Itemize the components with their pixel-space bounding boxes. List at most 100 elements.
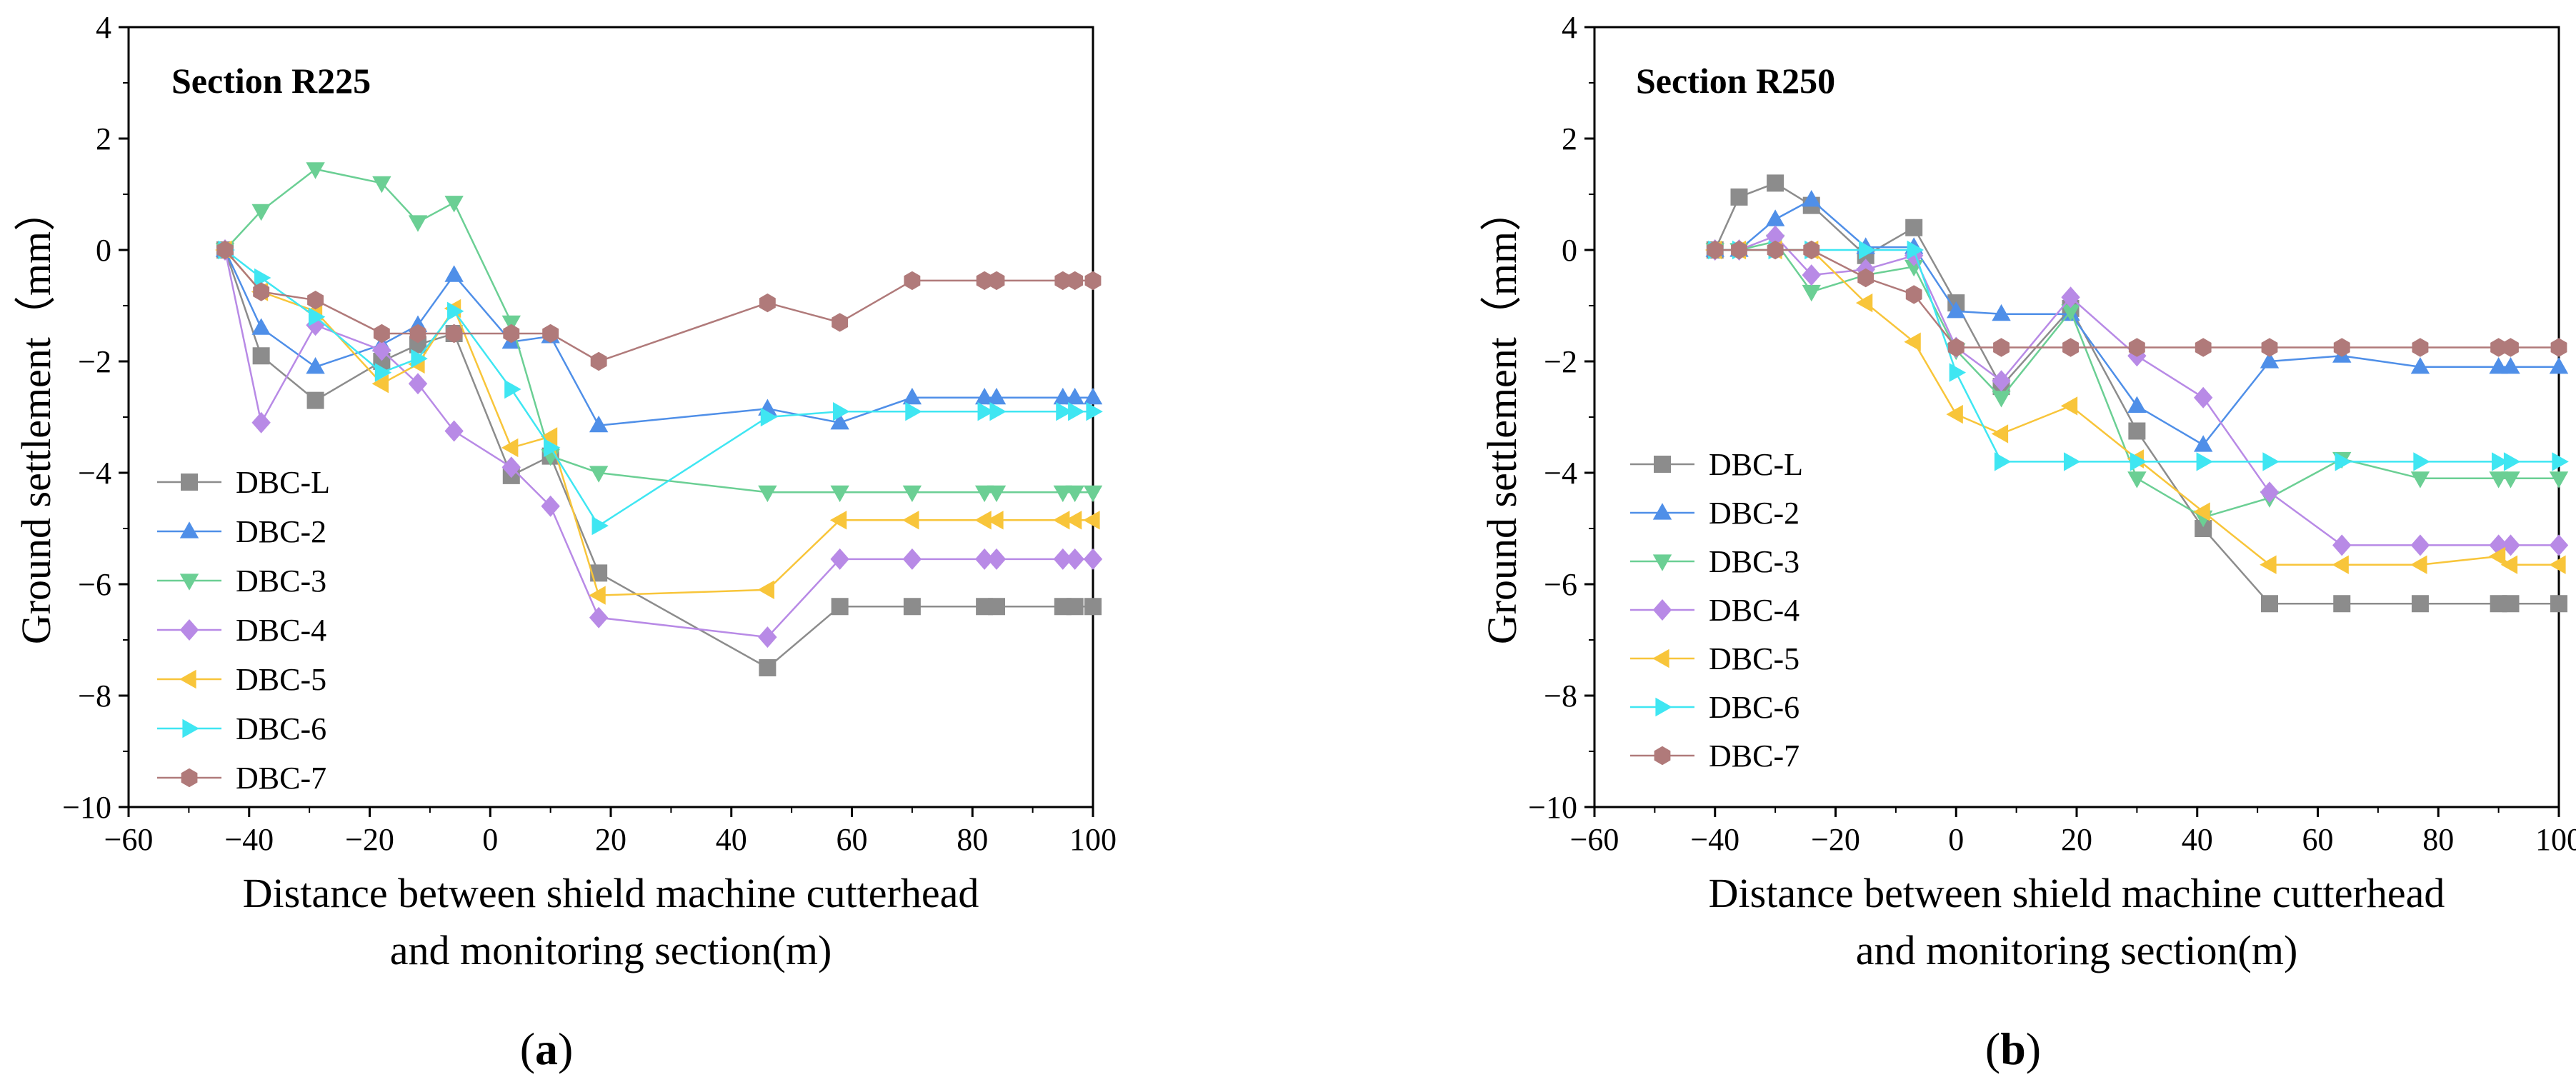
data-point [307, 291, 324, 310]
data-point [2552, 452, 2569, 471]
data-point [2260, 351, 2280, 369]
data-point [2061, 286, 2080, 309]
data-point [2333, 338, 2350, 357]
data-point [2549, 534, 2569, 556]
y-tick-label: 2 [1562, 121, 1577, 156]
data-point [444, 420, 464, 442]
legend-label: DBC-3 [236, 563, 326, 598]
legend-label: DBC-2 [236, 514, 326, 549]
legend-item: DBC-7 [1630, 738, 1799, 773]
data-point [904, 271, 921, 291]
legend-marker [1652, 648, 1669, 668]
data-point [1707, 240, 1724, 260]
data-point [758, 626, 777, 648]
x-axis-title-line: and monitoring section(m) [390, 927, 832, 973]
data-point [1053, 387, 1073, 405]
data-point [989, 402, 1007, 421]
x-tick-label: 100 [2535, 822, 2576, 857]
data-point [1855, 293, 1873, 313]
data-point [252, 347, 270, 365]
data-point [2195, 338, 2212, 357]
data-point [1947, 338, 1965, 357]
data-point [504, 379, 521, 399]
y-tick-label: −6 [78, 567, 111, 602]
data-point [2413, 452, 2430, 471]
data-point [409, 324, 426, 344]
data-point [544, 438, 561, 458]
data-point [1053, 485, 1073, 503]
data-point [2410, 555, 2427, 574]
panel-caption: (b) [1985, 1023, 2041, 1074]
x-axis-title-line: Distance between shield machine cutterhe… [243, 870, 979, 916]
y-axis-title: Ground settlement（mm） [13, 190, 59, 644]
data-point [830, 413, 849, 430]
data-point [2193, 386, 2213, 409]
series-dbc-l [216, 241, 1102, 676]
x-tick-label: 0 [1948, 822, 1964, 857]
x-axis-title-line: Distance between shield machine cutterhe… [1709, 870, 2445, 916]
data-point [2502, 595, 2520, 613]
data-point [987, 548, 1007, 570]
data-point [2332, 534, 2352, 556]
data-point [2060, 396, 2078, 416]
legend-marker [1654, 456, 1671, 473]
x-tick-label: 0 [482, 822, 498, 857]
data-point [902, 511, 919, 530]
data-point [306, 162, 325, 179]
legend-marker [1654, 746, 1671, 766]
data-point [2061, 304, 2080, 321]
legend-label: DBC-6 [1709, 690, 1799, 725]
legend-label: DBC-3 [1709, 544, 1799, 579]
x-tick-label: 60 [2302, 822, 2334, 857]
data-point [306, 357, 325, 374]
series-dbc-5 [215, 240, 1100, 605]
data-point [589, 586, 606, 605]
data-point [1730, 188, 1748, 206]
data-point [501, 438, 519, 458]
data-point [2550, 338, 2567, 357]
data-point [589, 466, 609, 483]
data-point [2193, 502, 2210, 521]
legend-label: DBC-L [1709, 447, 1803, 482]
data-point [1859, 240, 1876, 260]
data-point [905, 402, 922, 421]
series-dbc-2 [1705, 190, 2569, 452]
data-point [590, 564, 608, 582]
data-point [1803, 240, 1820, 260]
data-point [2261, 338, 2278, 357]
data-point [251, 411, 271, 434]
data-point [1991, 424, 2009, 444]
series-line [224, 249, 1093, 527]
data-point [1083, 485, 1103, 503]
data-point [540, 427, 558, 446]
y-tick-label: −10 [62, 790, 111, 825]
data-point [542, 324, 559, 344]
x-tick-label: 20 [595, 822, 626, 857]
x-tick-label: 20 [2061, 822, 2092, 857]
panel-a: −60 −40 −20 0 20 40 60 80 100−10−8−6−4−2024Dista… [13, 10, 1117, 1074]
legend: DBC-L DBC-2 DBC-3 DBC-4 DBC-5 DBC-6 DBC-7 [157, 465, 330, 796]
data-point [2489, 471, 2508, 489]
data-point [2410, 534, 2430, 556]
data-point [589, 415, 609, 433]
data-point [1857, 268, 1874, 288]
data-point [1056, 402, 1073, 421]
series-line [224, 249, 1093, 669]
data-point [974, 387, 994, 405]
data-point [987, 485, 1007, 503]
legend-item: DBC-6 [1630, 690, 1799, 725]
data-point [1992, 391, 2011, 408]
data-point [974, 485, 994, 503]
data-point [977, 402, 994, 421]
legend-label: DBC-7 [236, 761, 326, 796]
data-point [1904, 244, 1924, 266]
data-point [2193, 435, 2213, 452]
legend-label: DBC-7 [1709, 738, 1799, 773]
series-dbc-4 [215, 239, 1103, 648]
data-point [2549, 555, 2566, 574]
data-point [2410, 357, 2430, 374]
data-point [2260, 555, 2277, 574]
data-point [988, 271, 1005, 291]
data-point [1765, 225, 1785, 247]
